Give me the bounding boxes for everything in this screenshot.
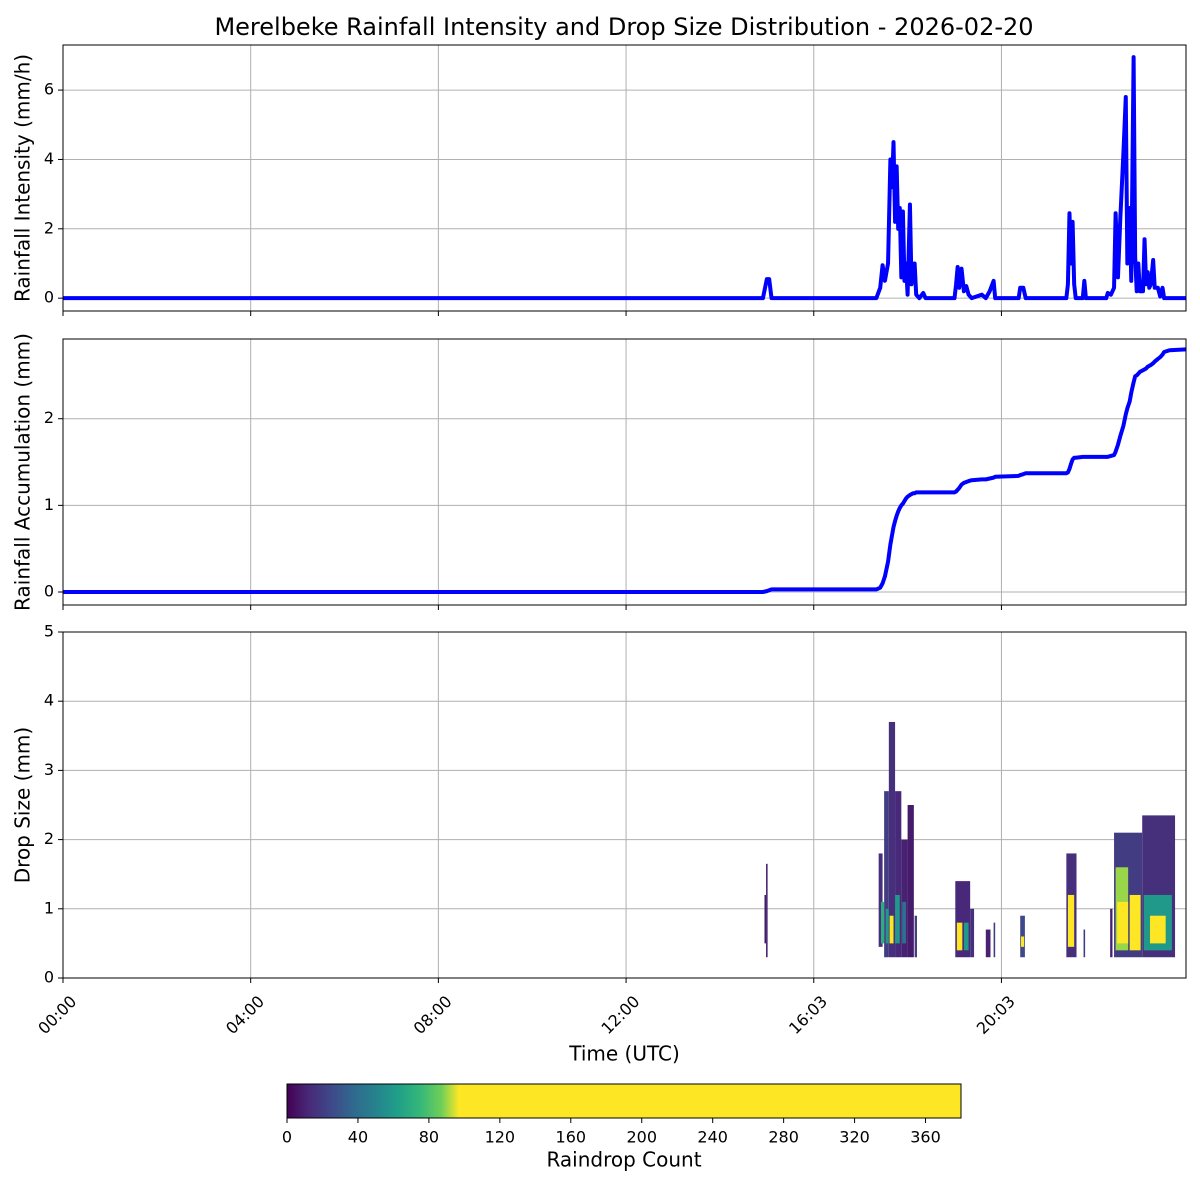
y-tick-label: 0 xyxy=(44,968,54,987)
colorbar-tick-label: 240 xyxy=(697,1128,728,1147)
colorbar xyxy=(286,1083,962,1119)
y-tick-label: 0 xyxy=(44,582,54,601)
y-tick-label: 6 xyxy=(44,80,54,99)
plot-area xyxy=(764,721,1176,958)
plot-area xyxy=(63,55,1186,301)
heatmap-cell xyxy=(1020,936,1025,947)
heatmap-cell xyxy=(902,901,907,944)
heatmap-cell xyxy=(885,908,891,944)
y-tick-label: 2 xyxy=(44,218,54,237)
heatmap-cell xyxy=(1129,894,1141,951)
heatmap-cell xyxy=(764,894,767,944)
axes-frame xyxy=(62,338,1187,606)
heatmap-cell xyxy=(888,721,896,958)
heatmap-cell xyxy=(1150,915,1166,944)
heatmap-cell xyxy=(985,929,991,958)
colorbar-tick-label: 200 xyxy=(626,1128,657,1147)
colorbar-tick-label: 320 xyxy=(839,1128,870,1147)
y-tick-label: 4 xyxy=(44,149,54,168)
y-tick-label: 2 xyxy=(44,408,54,427)
axes-frame xyxy=(62,44,1187,312)
colorbar-tick-label: 80 xyxy=(419,1128,439,1147)
colorbar-tick-label: 40 xyxy=(348,1128,368,1147)
heatmap-cell xyxy=(914,915,917,958)
heatmap-cell xyxy=(766,863,768,958)
y-axis-label: Drop Size (mm) xyxy=(11,727,35,883)
heatmap-cell xyxy=(884,791,889,958)
heatmap-cell xyxy=(907,805,914,958)
colorbar-tick-label: 360 xyxy=(910,1128,941,1147)
y-tick-label: 5 xyxy=(44,622,54,641)
y-axis-label: Rainfall Intensity (mm/h) xyxy=(11,54,35,302)
heatmap-cell xyxy=(901,839,908,958)
y-tick-label: 3 xyxy=(44,760,54,779)
heatmap-cell xyxy=(1117,901,1129,944)
y-axis-label: Rainfall Accumulation (mm) xyxy=(11,333,35,611)
heatmap-cell xyxy=(970,908,975,958)
heatmap-cell xyxy=(1083,929,1086,958)
heatmap-cell xyxy=(956,922,963,951)
heatmap-cell xyxy=(1110,908,1113,958)
y-tick-label: 2 xyxy=(44,829,54,848)
plot-area xyxy=(63,347,1186,595)
x-axis-label: Time (UTC) xyxy=(568,1042,680,1066)
y-tick-label: 4 xyxy=(44,691,54,710)
colorbar-tick-label: 0 xyxy=(282,1128,292,1147)
data-line xyxy=(63,347,1186,595)
heatmap-cell xyxy=(1067,894,1075,947)
colorbar-label: Raindrop Count xyxy=(546,1148,701,1172)
heatmap-cell xyxy=(878,853,883,947)
x-tick-label: 08:00 xyxy=(410,992,456,1038)
x-tick-label: 00:00 xyxy=(34,992,80,1038)
x-tick-label: 12:00 xyxy=(597,992,643,1038)
x-tick-label: 20:03 xyxy=(973,992,1019,1038)
x-tick-label: 04:00 xyxy=(222,992,268,1038)
y-tick-label: 0 xyxy=(44,288,54,307)
colorbar-tick-label: 160 xyxy=(556,1128,587,1147)
heatmap-cell xyxy=(963,922,969,951)
y-tick-label: 1 xyxy=(44,898,54,917)
axes-frame xyxy=(62,631,1187,979)
chart-title: Merelbeke Rainfall Intensity and Drop Si… xyxy=(214,13,1033,41)
colorbar-tick-label: 120 xyxy=(485,1128,516,1147)
heatmap-cell xyxy=(881,901,885,944)
colorbar-tick-label: 280 xyxy=(768,1128,799,1147)
heatmap-cell xyxy=(889,915,894,944)
data-line xyxy=(63,55,1186,301)
heatmap-cell xyxy=(895,791,902,958)
heatmap-cell xyxy=(993,922,996,958)
x-tick-label: 16:03 xyxy=(785,992,831,1038)
y-tick-label: 1 xyxy=(44,495,54,514)
heatmap-cell xyxy=(895,894,900,944)
